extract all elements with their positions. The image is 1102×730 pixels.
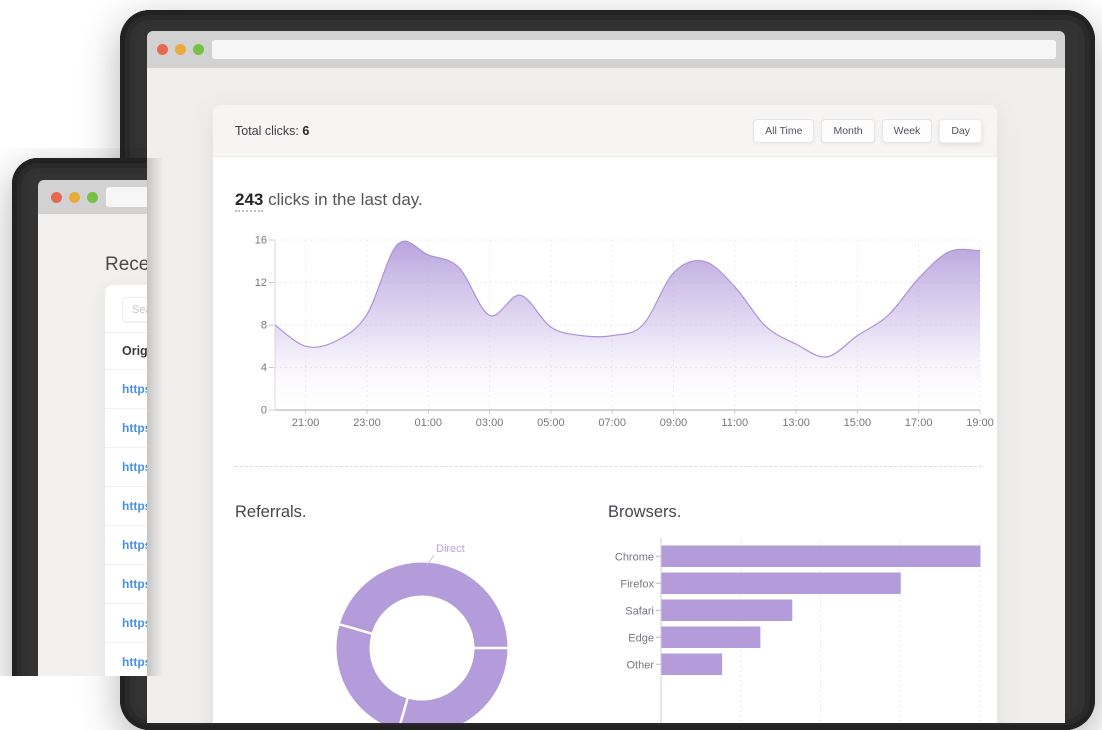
original-url-link[interactable]: https:: [122, 460, 147, 474]
original-url-link[interactable]: https:: [122, 655, 147, 669]
bar-firefox: [661, 572, 901, 594]
bar-chrome: [661, 545, 981, 567]
browsers-bar-chart: Chrome Firefox Safari Edge Other: [615, 538, 981, 723]
total-clicks-text: Total clicks: 6: [235, 124, 309, 138]
window-edge-shadow: [147, 158, 163, 676]
bar-label-other: Other: [626, 659, 654, 671]
svg-text:12: 12: [255, 277, 267, 289]
clicks-headline: 243 clicks in the last day.: [235, 190, 423, 212]
svg-text:05:00: 05:00: [537, 417, 565, 429]
original-url-link[interactable]: https:: [122, 499, 147, 513]
svg-text:01:00: 01:00: [414, 417, 442, 429]
clicks-area-chart: 0 4 8 12 16 21:00 23:00 01:00 03:00 05:00 07:00 09:…: [255, 235, 994, 430]
bar-label-firefox: Firefox: [620, 578, 654, 590]
svg-text:17:00: 17:00: [905, 417, 933, 429]
filter-button-day[interactable]: Day: [939, 118, 982, 143]
recent-links-heading: Recent links.: [105, 254, 147, 275]
total-clicks-value: 6: [302, 123, 310, 138]
original-url-link[interactable]: https:: [122, 616, 147, 630]
minimize-button[interactable]: [69, 191, 80, 203]
table-row: https:: [105, 643, 147, 676]
svg-text:16: 16: [255, 235, 267, 247]
links-table-body: https: https: https: https: https: https: http…: [105, 370, 147, 676]
svg-text:11:00: 11:00: [721, 417, 748, 429]
clicks-headline-suffix: clicks in the last day.: [263, 190, 423, 209]
svg-text:13:00: 13:00: [782, 417, 810, 429]
desktop: { "front_window": { "url_bar_value": "",…: [0, 10, 1095, 730]
svg-text:23:00: 23:00: [353, 417, 381, 429]
search-input[interactable]: [122, 297, 147, 322]
svg-text:03:00: 03:00: [476, 417, 504, 429]
referrals-title: Referrals.: [235, 503, 307, 521]
bar-other: [661, 653, 723, 675]
bar-edge: [661, 626, 761, 648]
stats-card-header: Total clicks: 6 All Time Month Week Day: [213, 105, 997, 157]
clicks-count: 243: [235, 190, 264, 212]
minimize-button[interactable]: [175, 44, 186, 55]
recent-links-page: Recent links. Original URL https:https:h…: [38, 214, 147, 676]
bar-label-safari: Safari: [625, 605, 654, 617]
original-url-link[interactable]: https:: [122, 538, 147, 552]
back-window-frame: Recent links. Original URL https:https:h…: [12, 158, 147, 676]
original-url-link[interactable]: https:: [122, 382, 147, 396]
back-window-content: Recent links. Original URL https:https:h…: [38, 180, 147, 676]
front-browser-window: Total clicks: 6 All Time Month Week Day 243…: [120, 10, 1095, 730]
filter-button-all-time[interactable]: All Time: [753, 118, 815, 143]
table-row: https:: [105, 604, 147, 643]
maximize-button[interactable]: [193, 44, 204, 55]
url-bar[interactable]: [212, 40, 1056, 59]
bar-safari: [661, 599, 793, 621]
table-row: https:: [105, 565, 147, 604]
svg-text:4: 4: [261, 362, 267, 374]
browsers-title: Browsers.: [608, 503, 682, 521]
svg-text:21:00: 21:00: [292, 417, 320, 429]
table-row: https:: [105, 487, 147, 526]
original-url-link[interactable]: https:: [122, 577, 147, 591]
front-window-content: Total clicks: 6 All Time Month Week Day 243…: [147, 31, 1065, 723]
traffic-lights: [157, 44, 204, 55]
table-row: https:: [105, 526, 147, 565]
svg-text:8: 8: [261, 320, 267, 332]
analytics-page: Total clicks: 6 All Time Month Week Day 243…: [147, 68, 1065, 723]
traffic-lights: [51, 191, 98, 203]
close-button[interactable]: [51, 191, 62, 203]
table-row: https:: [105, 448, 147, 487]
period-filter-group: All Time Month Week Day: [753, 118, 982, 143]
maximize-button[interactable]: [87, 191, 98, 203]
total-clicks-label: Total clicks:: [235, 123, 299, 138]
original-url-link[interactable]: https:: [122, 421, 147, 435]
referrals-donut-chart: Direct: [336, 543, 508, 723]
table-row: https:: [105, 370, 147, 409]
svg-text:15:00: 15:00: [844, 417, 872, 429]
filter-button-month[interactable]: Month: [821, 118, 875, 143]
table-column-header-original-url: Original URL: [105, 332, 147, 370]
url-bar[interactable]: [106, 187, 147, 207]
stats-card: Total clicks: 6 All Time Month Week Day 243…: [213, 105, 997, 723]
filter-button-week[interactable]: Week: [881, 118, 933, 143]
bar-label-edge: Edge: [628, 632, 654, 644]
front-browser-chrome: [147, 31, 1065, 68]
back-browser-window: Recent links. Original URL https:https:h…: [0, 148, 147, 676]
bar-label-chrome: Chrome: [615, 551, 654, 563]
svg-text:09:00: 09:00: [660, 417, 688, 429]
donut-label-direct: Direct: [436, 543, 465, 555]
table-row: https:: [105, 409, 147, 448]
svg-text:0: 0: [261, 405, 267, 417]
svg-text:07:00: 07:00: [598, 417, 626, 429]
svg-text:19:00: 19:00: [966, 417, 994, 429]
section-divider: [235, 466, 982, 467]
close-button[interactable]: [157, 44, 168, 55]
links-table-card: Original URL https:https:https:https:htt…: [105, 285, 147, 676]
back-browser-chrome: [38, 180, 147, 214]
